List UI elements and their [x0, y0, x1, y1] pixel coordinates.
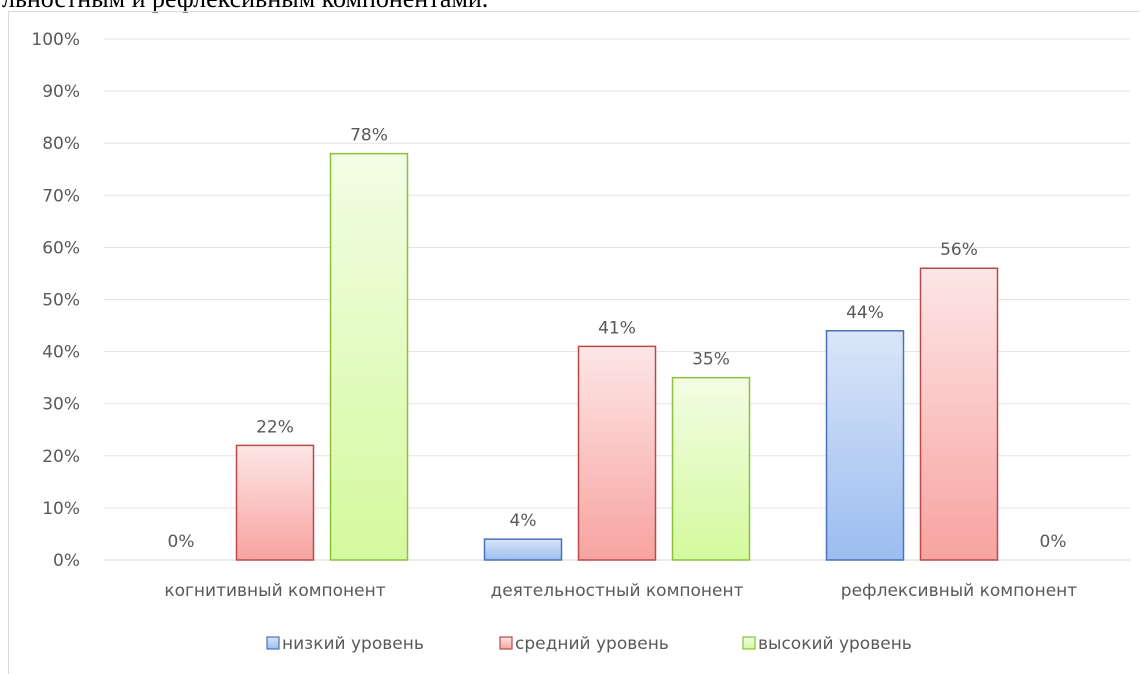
data-label: 44%	[846, 303, 884, 323]
y-tick-label: 40%	[42, 343, 80, 363]
legend-label: низкий уровень	[282, 634, 424, 654]
y-tick-label: 90%	[42, 82, 80, 102]
data-label: 0%	[1040, 532, 1067, 552]
bar-high	[329, 152, 409, 561]
data-label: 4%	[510, 511, 537, 531]
data-label: 22%	[256, 417, 294, 437]
bar-low	[825, 330, 905, 561]
page-caption: льностным и рефлексивным компонентами.	[2, 0, 488, 14]
category-label: деятельностный компонент	[490, 581, 743, 601]
y-tick-label: 0%	[53, 551, 80, 571]
y-tick-label: 80%	[42, 134, 80, 154]
y-tick-label: 100%	[31, 30, 80, 50]
legend-item: высокий уровень	[742, 634, 912, 654]
legend-label: высокий уровень	[758, 634, 912, 654]
bar-high	[671, 376, 751, 561]
data-label: 35%	[692, 350, 730, 370]
category-label: когнитивный компонент	[164, 581, 385, 601]
y-tick-label: 70%	[42, 186, 80, 206]
y-tick-label: 10%	[42, 499, 80, 519]
bar-medium	[919, 267, 999, 561]
bar-medium	[235, 444, 315, 561]
bar-medium	[577, 345, 657, 561]
y-tick-label: 20%	[42, 447, 80, 467]
chart-frame	[8, 11, 1140, 674]
bar-low	[483, 538, 563, 561]
y-tick-label: 50%	[42, 291, 80, 311]
y-tick-label: 60%	[42, 238, 80, 258]
legend-item: средний уровень	[499, 634, 669, 654]
legend-swatch	[499, 636, 513, 650]
legend-swatch	[266, 636, 280, 650]
legend-label: средний уровень	[515, 634, 669, 654]
y-tick-label: 30%	[42, 395, 80, 415]
legend-swatch	[742, 636, 756, 650]
data-label: 0%	[168, 532, 195, 552]
legend-item: низкий уровень	[266, 634, 424, 654]
data-label: 56%	[940, 240, 978, 260]
data-label: 78%	[350, 126, 388, 146]
category-label: рефлексивный компонент	[841, 581, 1077, 601]
data-label: 41%	[598, 318, 636, 338]
